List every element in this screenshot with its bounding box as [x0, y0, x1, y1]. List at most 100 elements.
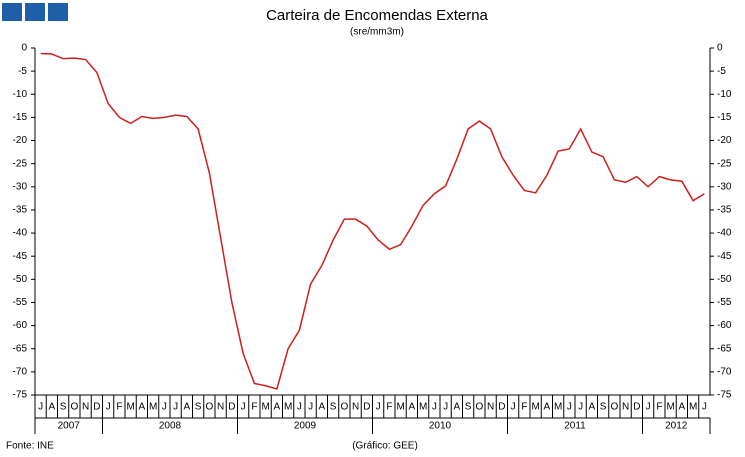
x-tick-label: A	[544, 402, 551, 413]
y-tick-label: -30	[13, 181, 28, 192]
y-tick-label: -70	[13, 367, 28, 378]
y2-tick-label: -20	[717, 135, 732, 146]
x-tick-label: O	[475, 402, 483, 413]
x-tick-label: J	[646, 402, 651, 413]
x-tick-label: O	[70, 402, 78, 413]
x-tick-label: M	[689, 402, 697, 413]
y-tick-label: -55	[13, 297, 28, 308]
x-tick-label: F	[251, 402, 257, 413]
y-tick-label: -60	[13, 320, 28, 331]
y2-tick-label: -65	[717, 343, 732, 354]
y2-tick-label: -5	[717, 66, 726, 77]
x-tick-label: A	[139, 402, 146, 413]
y2-tick-label: -25	[717, 158, 732, 169]
year-label: 2011	[564, 421, 586, 432]
x-tick-label: A	[589, 402, 596, 413]
source: Fonte: INE	[6, 441, 54, 452]
y-tick-label: -75	[13, 390, 28, 401]
x-tick-label: M	[554, 402, 562, 413]
x-tick-label: M	[261, 402, 269, 413]
x-tick-label: J	[432, 402, 437, 413]
y2-tick-label: -60	[717, 320, 732, 331]
x-tick-label: J	[241, 402, 246, 413]
x-tick-label: J	[106, 402, 111, 413]
y-tick-label: -40	[13, 228, 28, 239]
y-tick-label: -45	[13, 251, 28, 262]
x-tick-label: N	[487, 402, 494, 413]
y2-tick-label: -15	[717, 112, 732, 123]
logo-square	[48, 3, 68, 21]
y2-tick-label: -50	[717, 274, 732, 285]
x-tick-label: J	[567, 402, 572, 413]
y2-tick-label: -10	[717, 89, 732, 100]
y-tick-label: 0	[21, 43, 27, 54]
y2-tick-label: -55	[717, 297, 732, 308]
x-tick-label: D	[93, 402, 100, 413]
y-tick-label: -50	[13, 274, 28, 285]
x-tick-label: D	[633, 402, 640, 413]
x-tick-label: N	[352, 402, 359, 413]
x-tick-label: S	[330, 402, 337, 413]
x-tick-label: J	[376, 402, 381, 413]
x-tick-label: M	[284, 402, 292, 413]
y2-tick-label: -75	[717, 390, 732, 401]
y-tick-label: -25	[13, 158, 28, 169]
x-tick-label: M	[126, 402, 134, 413]
y-tick-label: -20	[13, 135, 28, 146]
x-tick-label: F	[116, 402, 122, 413]
y-tick-label: -65	[13, 343, 28, 354]
x-tick-label: J	[511, 402, 516, 413]
y2-tick-label: -35	[717, 205, 732, 216]
x-tick-label: J	[38, 402, 43, 413]
x-tick-label: F	[656, 402, 662, 413]
x-tick-label: J	[162, 402, 167, 413]
y2-tick-label: -40	[717, 228, 732, 239]
y-tick-label: -5	[18, 66, 27, 77]
credit: (Gráfico: GEE)	[352, 441, 418, 452]
x-tick-label: S	[60, 402, 67, 413]
x-tick-label: S	[600, 402, 607, 413]
x-tick-label: M	[149, 402, 157, 413]
x-tick-label: S	[195, 402, 202, 413]
chart-subtitle: (sre/mm3m)	[350, 27, 404, 38]
y-tick-label: -15	[13, 112, 28, 123]
x-tick-label: J	[578, 402, 583, 413]
x-tick-label: A	[274, 402, 281, 413]
logo-square	[25, 3, 45, 21]
x-tick-label: N	[622, 402, 629, 413]
chart-title: Carteira de Encomendas Externa	[266, 7, 488, 24]
x-tick-label: J	[702, 402, 707, 413]
x-tick-label: O	[205, 402, 213, 413]
x-tick-label: A	[184, 402, 191, 413]
x-tick-label: S	[465, 402, 472, 413]
x-tick-label: O	[340, 402, 348, 413]
x-tick-label: A	[454, 402, 461, 413]
x-tick-label: M	[396, 402, 404, 413]
y2-tick-label: -30	[717, 181, 732, 192]
y2-tick-label: 0	[717, 43, 723, 54]
x-tick-label: J	[308, 402, 313, 413]
x-tick-label: J	[443, 402, 448, 413]
x-tick-label: A	[409, 402, 416, 413]
year-label: 2007	[58, 421, 81, 432]
y2-tick-label: -70	[717, 367, 732, 378]
year-label: 2009	[294, 421, 317, 432]
x-tick-label: F	[521, 402, 527, 413]
x-tick-label: O	[610, 402, 618, 413]
x-tick-label: J	[297, 402, 302, 413]
logo-square	[2, 3, 22, 21]
x-tick-label: M	[531, 402, 539, 413]
year-label: 2010	[429, 421, 452, 432]
x-tick-label: A	[679, 402, 686, 413]
y-tick-label: -10	[13, 89, 28, 100]
x-tick-label: D	[363, 402, 370, 413]
data-line	[40, 52, 705, 390]
x-tick-label: D	[498, 402, 505, 413]
year-label: 2008	[159, 421, 182, 432]
x-tick-label: J	[173, 402, 178, 413]
x-tick-label: D	[228, 402, 235, 413]
x-tick-label: A	[319, 402, 326, 413]
year-label: 2012	[665, 421, 688, 432]
x-tick-label: N	[82, 402, 89, 413]
